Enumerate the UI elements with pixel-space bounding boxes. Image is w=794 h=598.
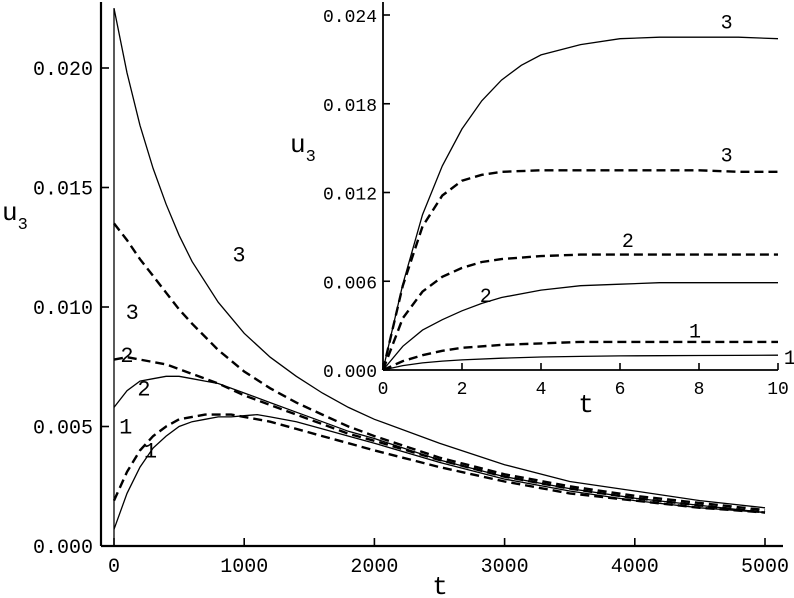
inset-y-tick-label: 0.024 — [323, 8, 377, 28]
inset-y-tick-label: 0.006 — [323, 274, 377, 294]
main-x-tick-label: 4000 — [611, 556, 659, 579]
inset-curve-label: 3 — [721, 145, 733, 168]
inset-series-1-dashed — [382, 340, 778, 372]
main-y-axis-title: u3 — [2, 198, 28, 235]
main-x-axis-title: t — [432, 572, 448, 598]
main-series-2-solid — [113, 375, 766, 514]
main-y-tick-label: 0.015 — [33, 179, 93, 202]
main-x-tick-label: 3000 — [481, 556, 529, 579]
main-x-tick-label: 5000 — [741, 556, 789, 579]
inset-x-axis-title: t — [578, 390, 594, 420]
main-series-2-dashed — [113, 355, 766, 514]
main-series-1-solid — [113, 413, 766, 530]
main-y-tick-label: 0.000 — [33, 537, 93, 560]
main-curve-label: 1 — [119, 416, 132, 441]
inset-curve-label: 2 — [480, 286, 492, 309]
inset-series-1-solid — [382, 354, 779, 371]
main-series-1-dashed — [112, 413, 766, 514]
inset-curve-label: 3 — [721, 12, 733, 35]
main-curve-label: 2 — [137, 377, 150, 402]
main-y-tick-label: 0.010 — [33, 298, 93, 321]
inset-y-axis-title-sub: 3 — [306, 148, 316, 167]
inset-y-axis-title: u3 — [290, 130, 316, 167]
main-curve-label: 2 — [120, 344, 133, 369]
main-x-tick-label: 0 — [108, 556, 120, 579]
main-curve-label: 1 — [144, 440, 157, 465]
inset-curve-label: 1 — [784, 348, 794, 371]
main-series-3-solid — [113, 8, 766, 509]
inset-x-tick-label: 2 — [457, 380, 468, 400]
inset-y-tick-label: 0.012 — [323, 186, 377, 206]
inset-series-3-dashed — [381, 169, 778, 371]
main-x-tick-label: 2000 — [350, 556, 398, 579]
inset-x-tick-label: 0 — [378, 380, 389, 400]
inset-y-tick-label: 0.018 — [323, 97, 377, 117]
inset-x-tick-label: 10 — [767, 380, 789, 400]
inset-curve-label: 2 — [622, 231, 634, 254]
main-y-axis-title-sub: 3 — [18, 216, 28, 235]
main-curve-label: 3 — [126, 301, 139, 326]
inset-curve-label: 1 — [689, 321, 701, 344]
main-y-tick-label: 0.005 — [33, 418, 93, 441]
inset-y-tick-label: 0.000 — [323, 363, 377, 383]
inset-x-tick-label: 4 — [536, 380, 547, 400]
main-series-3-dashed — [113, 222, 766, 512]
inset-series-3-solid — [382, 36, 779, 371]
inset-x-tick-label: 8 — [694, 380, 705, 400]
main-x-tick-label: 1000 — [220, 556, 268, 579]
inset-y-axis-title-main: u — [290, 130, 306, 160]
main-y-axis-title-main: u — [2, 198, 18, 228]
inset-series-2-solid — [382, 282, 778, 371]
inset-x-tick-label: 6 — [615, 380, 626, 400]
inset-series-2-dashed — [381, 253, 778, 371]
main-curve-label: 3 — [232, 244, 245, 269]
main-y-tick-label: 0.020 — [33, 59, 93, 82]
